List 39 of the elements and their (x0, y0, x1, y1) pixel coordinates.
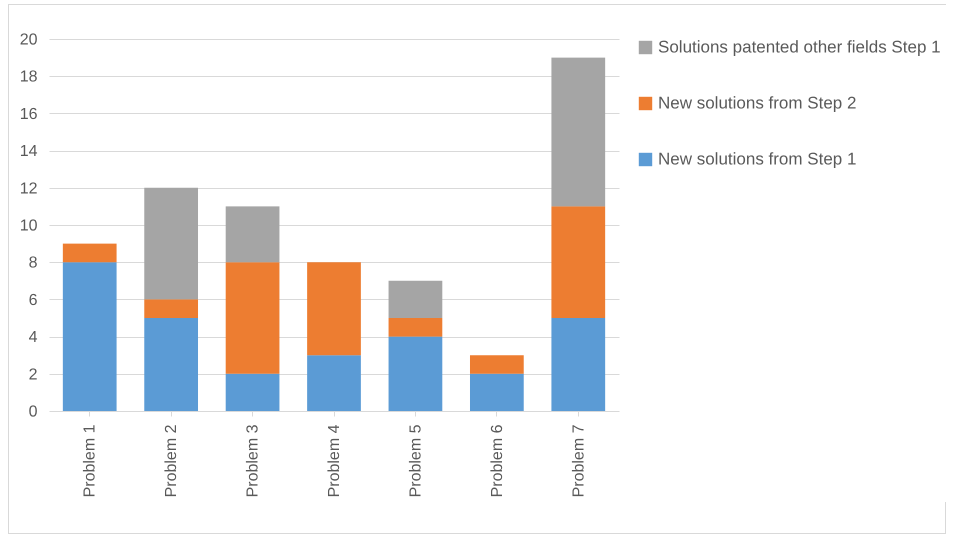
bar (307, 355, 361, 411)
y-tick-label: 20 (20, 32, 38, 48)
bar (144, 299, 198, 318)
legend-label: New solutions from Step 2 (658, 94, 856, 112)
bar (470, 374, 524, 411)
bar (144, 188, 198, 300)
x-tick-label: Problem 6 (488, 424, 506, 498)
bar (62, 262, 117, 411)
bar (388, 336, 442, 411)
bar (551, 58, 606, 206)
bar (226, 206, 280, 262)
x-tick-label: Problem 1 (82, 424, 99, 498)
y-tick-label: 0 (28, 404, 38, 420)
x-tick-label: Problem 5 (407, 424, 424, 498)
bar (551, 206, 606, 318)
bar (470, 355, 524, 374)
x-tick-label: Problem 2 (163, 424, 180, 498)
legend-label: New solutions from Step 1 (658, 150, 856, 168)
bar (62, 244, 117, 262)
y-tick-label: 14 (20, 143, 38, 160)
bar (551, 318, 606, 411)
y-tick-label: 18 (20, 68, 38, 86)
y-tick-label: 2 (28, 366, 38, 384)
legend-label: Solutions patented other fields Step 1 (658, 38, 941, 56)
y-tick-label: 4 (28, 329, 38, 346)
bar (144, 318, 198, 411)
bar (388, 318, 442, 337)
x-tick-label: Problem 7 (570, 424, 588, 498)
x-tick-label: Problem 4 (326, 424, 343, 498)
y-tick-label: 8 (28, 254, 38, 272)
x-tick-label: Problem 3 (244, 424, 262, 498)
y-tick-label: 10 (20, 218, 38, 234)
bar (388, 280, 442, 318)
y-tick-label: 16 (20, 106, 38, 123)
y-tick-label: 6 (28, 292, 38, 309)
y-tick-label: 12 (20, 180, 38, 198)
bar (226, 262, 280, 374)
bar (307, 262, 361, 356)
bar (226, 374, 280, 411)
